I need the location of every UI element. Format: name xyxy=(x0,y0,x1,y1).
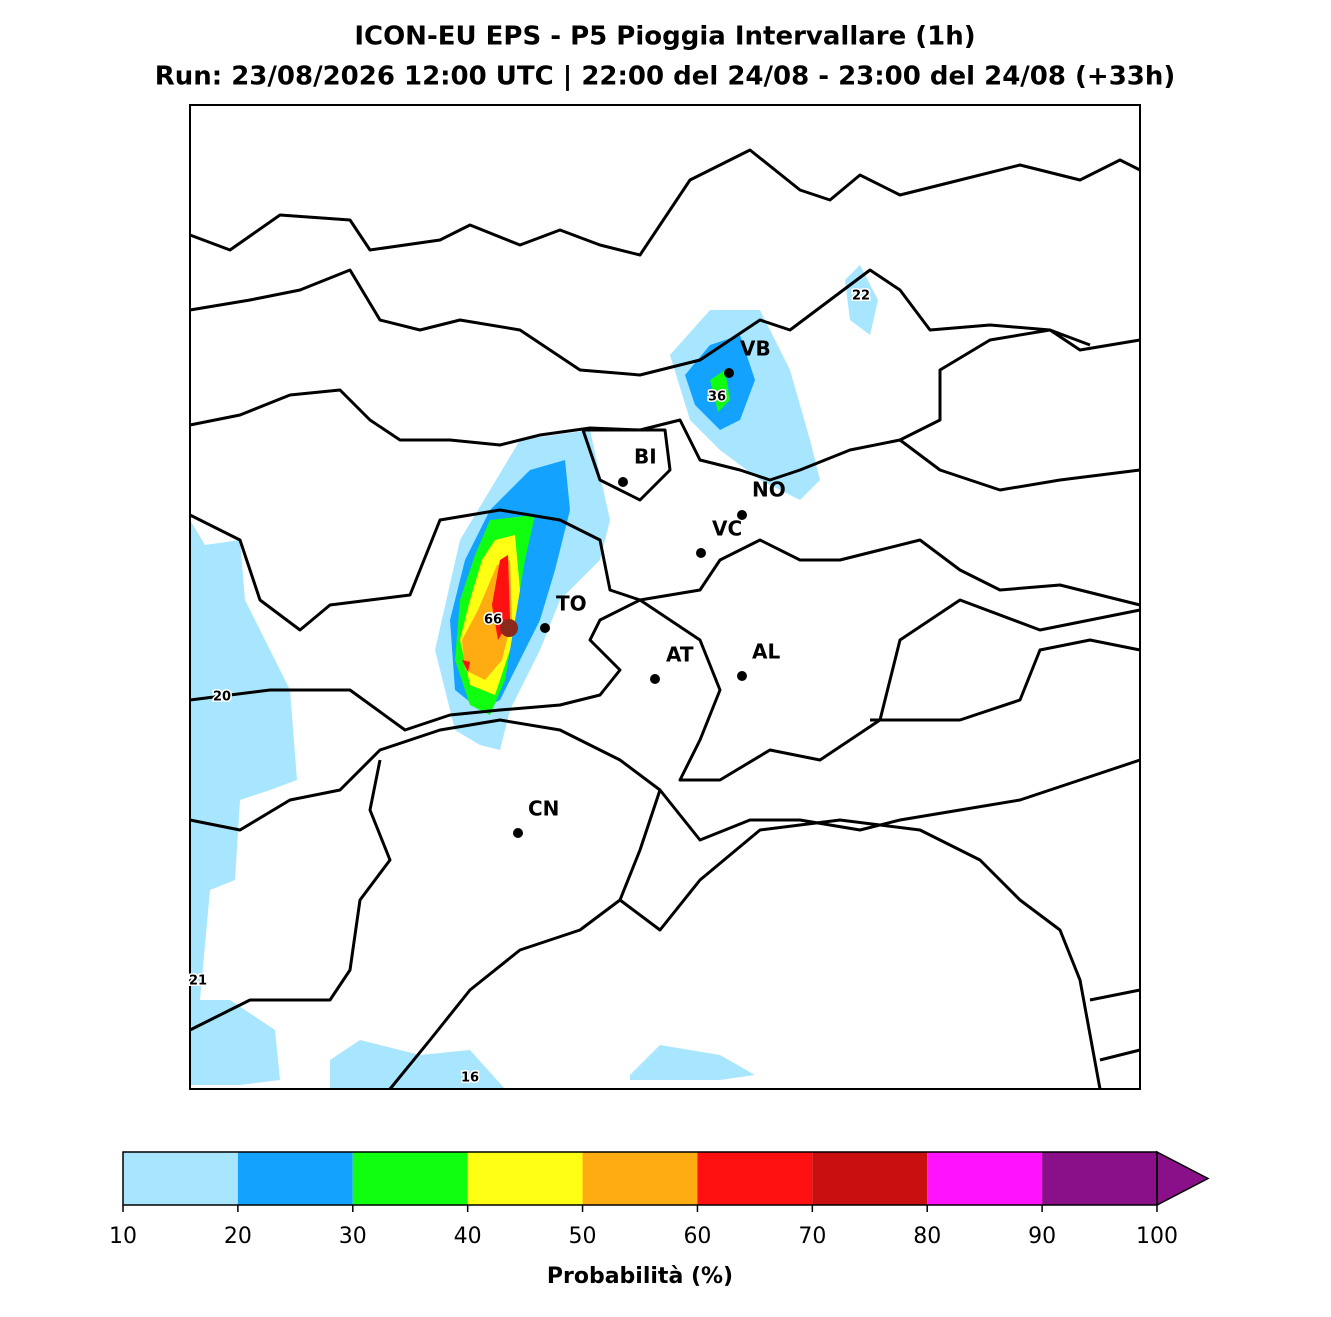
colorbar-segment xyxy=(927,1152,1043,1205)
colorbar-segment xyxy=(237,1152,353,1205)
contour-label: 16 xyxy=(461,1071,479,1086)
colorbar-tick-label: 80 xyxy=(913,1224,941,1249)
city-dot xyxy=(540,623,550,633)
city-dot xyxy=(737,510,747,520)
subtitle: Run: 23/08/2026 12:00 UTC | 22:00 del 24… xyxy=(155,62,1176,92)
city-dot xyxy=(696,548,706,558)
city-label: AL xyxy=(752,640,780,664)
city-label: CN xyxy=(528,797,559,821)
colorbar-segment xyxy=(812,1152,928,1205)
city-label: NO xyxy=(752,478,786,502)
city-dot xyxy=(737,671,747,681)
colorbar-segment xyxy=(697,1152,813,1205)
probability-area xyxy=(492,555,510,640)
city-dot xyxy=(618,477,628,487)
probability-area xyxy=(190,520,297,1085)
contour-label: 22 xyxy=(852,289,870,304)
colorbar: 10 20 30 40 50 60 70 80 90 100 xyxy=(109,1150,1210,1249)
city-label: AT xyxy=(666,643,694,667)
contour-label: 20 xyxy=(213,690,231,705)
title: ICON-EU EPS - P5 Pioggia Intervallare (1… xyxy=(354,22,975,52)
colorbar-tick-label: 10 xyxy=(109,1224,137,1249)
probability-area xyxy=(462,660,470,672)
colorbar-segment xyxy=(1042,1152,1157,1205)
contour-labels: 22 36 66 20 21 16 xyxy=(187,287,871,1087)
city-label: VB xyxy=(740,337,771,361)
colorbar-extension xyxy=(1156,1150,1210,1207)
contour-label: 21 xyxy=(189,974,207,989)
highlight-point xyxy=(500,619,518,637)
probability-field xyxy=(190,265,878,1089)
borders xyxy=(189,148,1141,1090)
colorbar-segment xyxy=(467,1152,583,1205)
colorbar-segment xyxy=(582,1152,698,1205)
city-label: BI xyxy=(634,445,657,469)
colorbar-segment xyxy=(352,1152,468,1205)
probability-area xyxy=(630,1045,755,1080)
colorbar-tick-label: 90 xyxy=(1028,1224,1056,1249)
probability-area xyxy=(710,370,730,412)
city-label: TO xyxy=(556,592,587,616)
colorbar-tick-label: 40 xyxy=(454,1224,482,1249)
city-label: VC xyxy=(712,517,742,541)
colorbar-frame xyxy=(122,1151,1158,1206)
colorbar-tick-label: 20 xyxy=(224,1224,252,1249)
colorbar-tick-label: 100 xyxy=(1136,1224,1178,1249)
contour-label: 36 xyxy=(708,390,726,405)
contour-label: 66 xyxy=(484,613,502,628)
colorbar-tick-label: 70 xyxy=(798,1224,826,1249)
colorbar-tick-label: 50 xyxy=(569,1224,597,1249)
city-dot xyxy=(724,368,734,378)
colorbar-tick-label: 60 xyxy=(683,1224,711,1249)
city-dot xyxy=(650,674,660,684)
colorbar-tick-label: 30 xyxy=(339,1224,367,1249)
cities: VB BI NO VC TO AT AL CN xyxy=(513,337,786,838)
city-dot xyxy=(513,828,523,838)
colorbar-label: Probabilità (%) xyxy=(547,1264,733,1289)
map-frame xyxy=(189,104,1141,1090)
colorbar-segment xyxy=(123,1152,238,1205)
probability-area xyxy=(330,1040,505,1089)
